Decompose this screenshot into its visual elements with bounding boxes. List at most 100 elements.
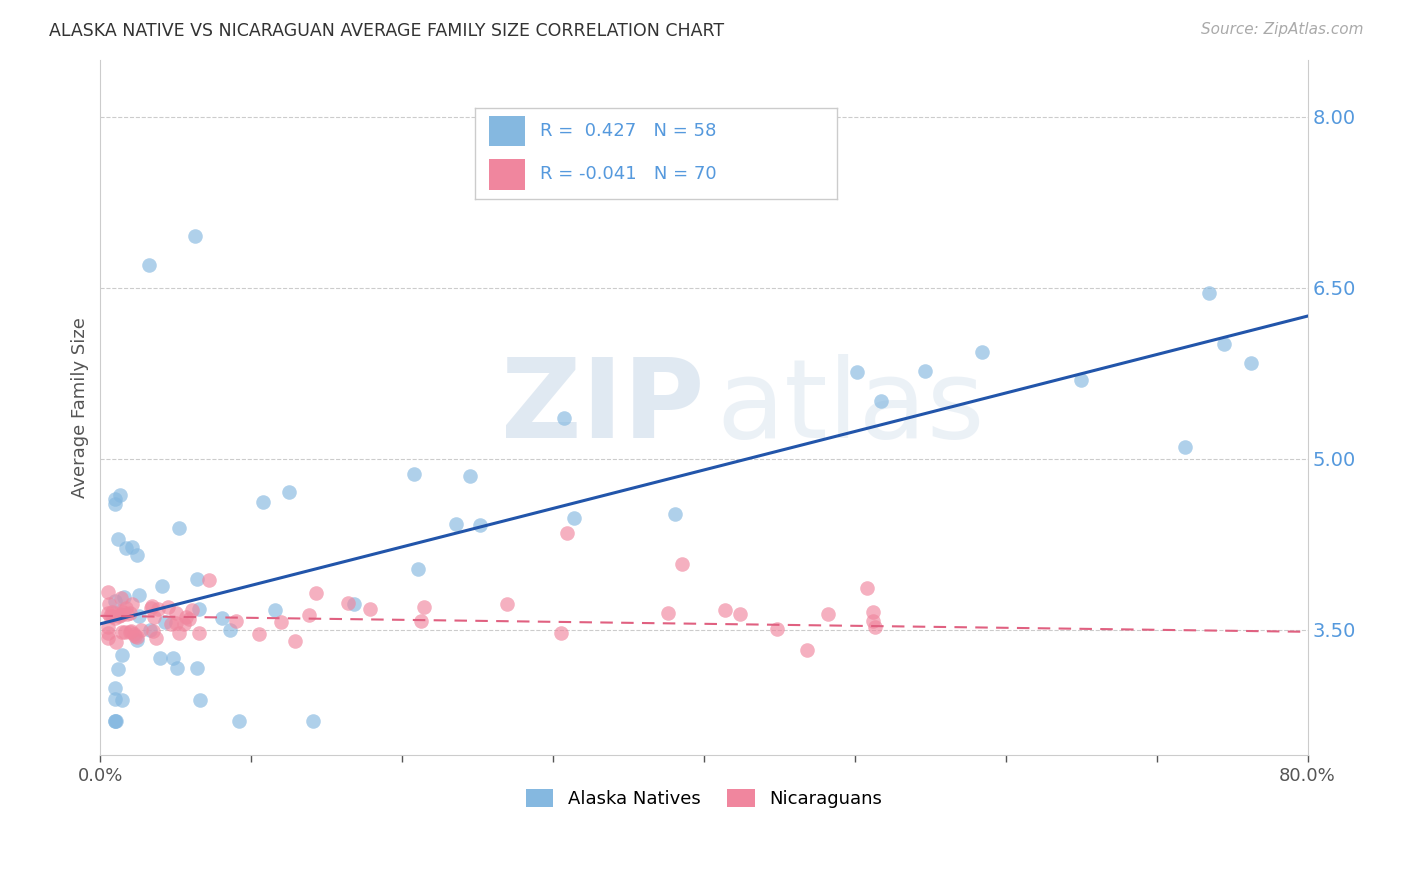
Point [111,605,134,619]
Point [278,485,301,500]
Point [555,525,578,540]
Point [188,693,211,707]
Point [301,714,323,728]
Point [247,627,270,641]
Point [264,603,287,617]
Point [121,540,143,554]
Point [188,602,211,616]
Point [846,366,869,380]
Point [124,627,146,641]
Point [104,610,127,624]
Point [121,597,143,611]
Point [186,572,208,586]
Point [110,604,132,618]
Point [970,345,993,359]
Point [664,507,686,521]
Point [766,622,789,636]
Point [177,612,200,626]
Point [409,614,432,628]
Point [165,616,187,631]
Point [562,511,585,525]
Point [404,467,426,481]
Point [111,648,134,662]
Point [104,692,127,706]
Point [730,607,752,621]
Point [129,623,152,637]
Point [156,600,179,615]
Point [862,606,884,620]
Point [162,651,184,665]
Point [100,605,122,619]
Point [413,599,436,614]
Point [98,597,121,611]
Point [108,488,131,502]
Point [1213,337,1236,351]
Point [184,229,207,244]
Point [657,606,679,620]
Point [862,614,884,628]
Point [145,631,167,645]
Point [104,714,127,728]
Point [468,517,491,532]
Point [120,624,142,638]
Point [408,561,430,575]
Point [97,584,120,599]
Point [149,651,172,665]
Point [104,635,127,649]
Point [460,468,482,483]
Point [97,632,120,646]
Point [305,586,328,600]
Point [104,491,127,506]
Point [337,596,360,610]
Point [112,590,135,604]
Text: ALASKA NATIVE VS NICARAGUAN AVERAGE FAMILY SIZE CORRELATION CHART: ALASKA NATIVE VS NICARAGUAN AVERAGE FAMI… [49,22,724,40]
Point [211,611,233,625]
Point [148,602,170,616]
Point [219,623,242,637]
Point [165,606,187,620]
Point [197,573,219,587]
Point [114,541,136,555]
Point [225,615,247,629]
Point [118,625,141,640]
Point [856,581,879,595]
Point [298,608,321,623]
Point [496,597,519,611]
Point [270,615,292,629]
Point [142,624,165,639]
Point [1070,373,1092,387]
Point [166,661,188,675]
Point [97,626,120,640]
Point [110,607,132,622]
Point [187,625,209,640]
Point [796,642,818,657]
Point [153,615,176,629]
Point [125,548,148,562]
Point [343,598,366,612]
Point [138,258,160,272]
Text: atlas: atlas [716,354,984,461]
Point [167,521,190,535]
Point [110,693,132,707]
Point [817,607,839,622]
Point [101,608,124,623]
Legend: Alaska Natives, Nicaraguans: Alaska Natives, Nicaraguans [519,781,889,815]
Point [124,629,146,643]
Point [127,630,149,644]
Point [104,681,127,695]
Point [671,558,693,572]
Point [111,625,134,640]
Point [128,588,150,602]
Point [114,600,136,615]
Point [104,594,127,608]
Point [446,517,468,532]
Point [114,625,136,640]
Point [914,364,936,378]
Point [117,607,139,621]
Point [550,625,572,640]
Point [863,620,886,634]
Point [167,626,190,640]
Point [107,532,129,546]
Point [1174,440,1197,454]
Point [108,607,131,622]
